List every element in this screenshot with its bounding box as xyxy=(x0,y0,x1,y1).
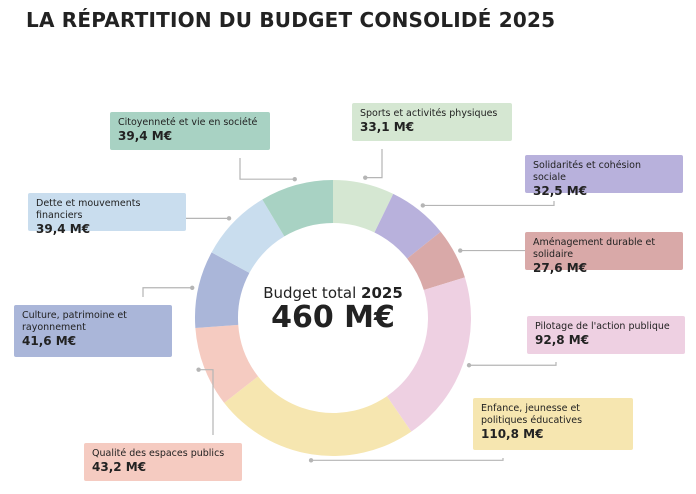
value-label: 32,5 M€ xyxy=(533,184,588,198)
connector xyxy=(311,458,504,461)
value-label: 39,4 M€ xyxy=(36,222,91,236)
center-label: Budget total xyxy=(263,284,357,302)
center-caption: Budget total 2025 xyxy=(233,284,433,302)
connector-dot xyxy=(458,248,463,253)
connector xyxy=(239,158,295,180)
category-label: Citoyenneté et vie en société xyxy=(118,117,258,128)
category-label: Pilotage de l'action publique xyxy=(535,321,670,332)
donut-slice xyxy=(211,199,285,273)
center-year: 2025 xyxy=(361,284,403,302)
value-label: 43,2 M€ xyxy=(92,460,147,474)
connector-dot xyxy=(292,176,297,182)
connector xyxy=(422,201,555,207)
category-label: Enfance, jeunesse et politiques éducativ… xyxy=(481,403,583,426)
connector xyxy=(469,362,557,366)
chart-title: LA RÉPARTITION DU BUDGET CONSOLIDÉ 2025 xyxy=(26,8,556,32)
value-label: 110,8 M€ xyxy=(481,427,544,441)
category-label: Culture, patrimoine et rayonnement xyxy=(22,310,127,333)
label-box: Aménagement durable et solidaire 27,6 M€ xyxy=(525,232,683,275)
connector-dot xyxy=(190,285,195,290)
label-box: Pilotage de l'action publique 92,8 M€ xyxy=(527,316,685,354)
donut-slice xyxy=(386,277,472,432)
donut-slice xyxy=(374,193,441,259)
category-label: Sports et activités physiques xyxy=(360,108,498,119)
category-label: Dette et mouvements financiers xyxy=(36,198,141,221)
value-label: 33,1 M€ xyxy=(360,120,415,134)
value-label: 39,4 M€ xyxy=(118,129,173,143)
connector-dot xyxy=(308,458,314,463)
donut-slice xyxy=(195,324,259,403)
label-box: Dette et mouvements financiers 39,4 M€ xyxy=(28,193,186,236)
connector-dot xyxy=(363,175,368,180)
donut-slice xyxy=(407,231,465,291)
connector-dot xyxy=(420,203,426,208)
value-label: 41,6 M€ xyxy=(22,334,77,348)
donut-slice xyxy=(333,180,394,233)
label-box: Qualité des espaces publics 43,2 M€ xyxy=(84,443,242,481)
connector xyxy=(365,149,383,179)
value-label: 27,6 M€ xyxy=(533,261,588,275)
category-label: Solidarités et cohésion sociale xyxy=(533,160,641,183)
category-label: Qualité des espaces publics xyxy=(92,448,225,459)
connector xyxy=(198,369,214,435)
donut-slice xyxy=(262,180,333,237)
center-total: 460 M€ xyxy=(271,300,395,335)
connector-dot xyxy=(466,363,472,368)
connector-dot xyxy=(196,367,201,372)
category-label: Aménagement durable et solidaire xyxy=(533,237,656,260)
connector xyxy=(142,287,193,297)
label-box: Sports et activités physiques 33,1 M€ xyxy=(352,103,512,141)
label-box: Enfance, jeunesse et politiques éducativ… xyxy=(473,398,633,450)
label-box: Solidarités et cohésion sociale 32,5 M€ xyxy=(525,155,683,198)
connector-dot xyxy=(226,216,232,221)
value-label: 92,8 M€ xyxy=(535,333,590,347)
label-box: Citoyenneté et vie en société 39,4 M€ xyxy=(110,112,270,150)
label-box: Culture, patrimoine et rayonnement 41,6 M… xyxy=(14,305,172,357)
donut-slice xyxy=(195,252,250,328)
donut-slice xyxy=(224,376,412,457)
